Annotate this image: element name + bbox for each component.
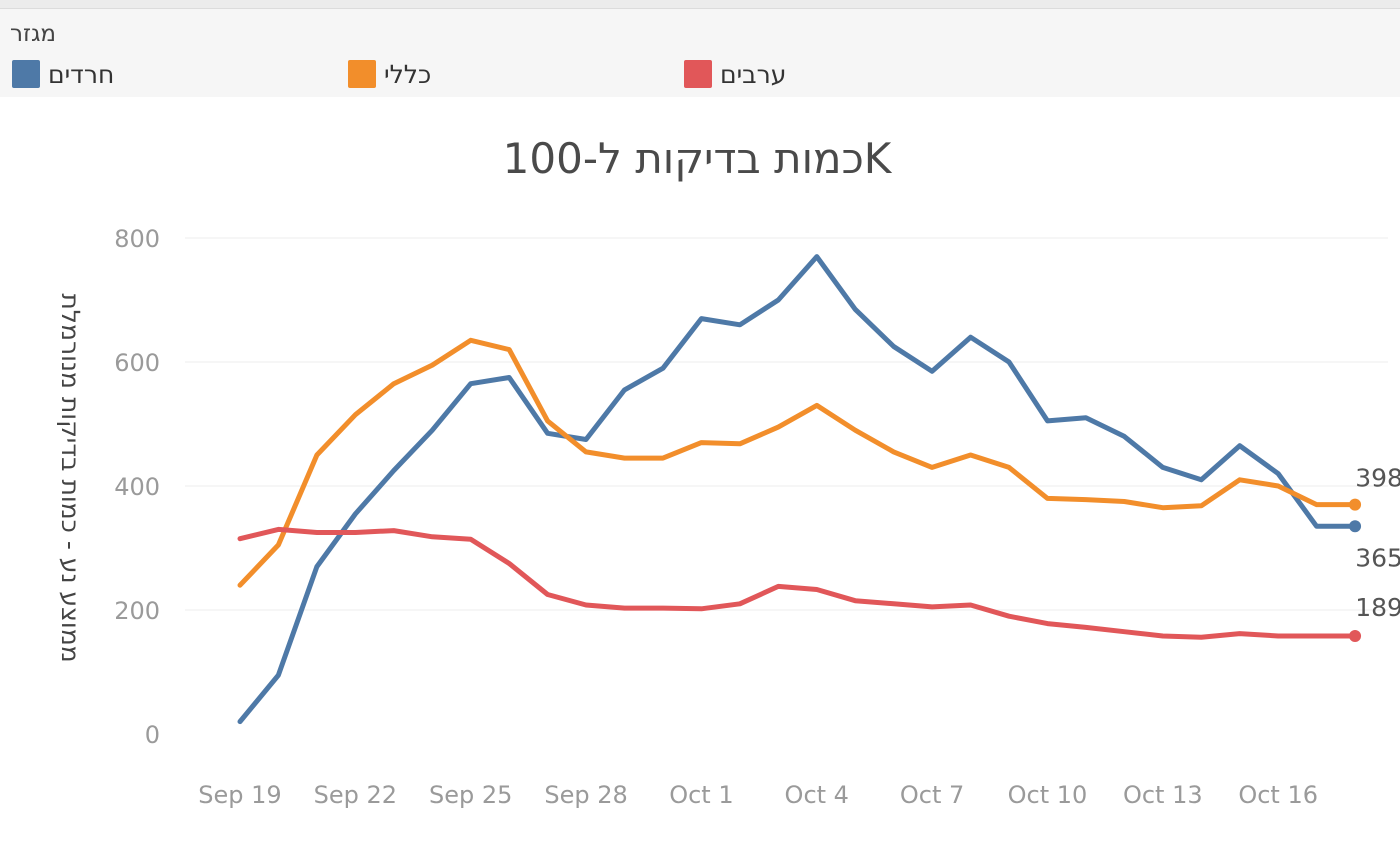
end-labels: 365 398 189 [1355, 464, 1400, 622]
x-tick-oct-4: Oct 4 [785, 781, 849, 809]
chart-title: כמות בדיקות ל-100K [503, 134, 893, 183]
y-tick-400: 400 [114, 473, 160, 501]
legend-swatch-arabs [684, 60, 712, 88]
series-line-arabs[interactable] [237, 526, 1358, 640]
end-point-general[interactable] [1349, 498, 1362, 511]
end-label-general: 398 [1355, 464, 1400, 493]
series-line-haredim[interactable] [237, 254, 1358, 725]
legend-label-haredim: חרדים [48, 59, 115, 89]
x-tick-sep-19: Sep 19 [198, 781, 281, 809]
x-tick-oct-16: Oct 16 [1238, 781, 1318, 809]
legend-swatch-general [348, 60, 376, 88]
x-axis-ticks: Sep 19 Sep 22 Sep 25 Sep 28 Oct 1 Oct 4 Oct 7 O… [198, 781, 1318, 809]
series-lines [237, 254, 1362, 725]
x-tick-oct-1: Oct 1 [669, 781, 733, 809]
top-strip [0, 0, 1400, 9]
y-tick-600: 600 [114, 349, 160, 377]
legend-title: מגזר [10, 21, 57, 47]
y-tick-0: 0 [145, 721, 160, 749]
y-axis-ticks: 0 200 400 600 800 [114, 225, 160, 749]
x-tick-sep-22: Sep 22 [314, 781, 397, 809]
gridlines [185, 237, 1388, 611]
end-point-haredim[interactable] [1349, 520, 1362, 533]
legend-item-arabs[interactable]: ערבים [684, 57, 786, 91]
x-tick-oct-10: Oct 10 [1008, 781, 1088, 809]
x-tick-oct-13: Oct 13 [1123, 781, 1203, 809]
legend-item-haredim[interactable]: חרדים [12, 57, 114, 91]
y-tick-200: 200 [114, 597, 160, 625]
x-tick-oct-7: Oct 7 [900, 781, 964, 809]
legend-panel: מגזר חרדים כללי ערבים [0, 9, 1400, 97]
y-axis-label: ממוצע נע - כמות בדיקות מנורמלת [56, 293, 85, 662]
x-tick-sep-28: Sep 28 [544, 781, 627, 809]
series-line-general[interactable] [237, 337, 1358, 588]
legend-label-general: כללי [384, 59, 432, 89]
legend-swatch-haredim [12, 60, 40, 88]
y-tick-800: 800 [114, 225, 160, 253]
x-tick-sep-25: Sep 25 [429, 781, 512, 809]
end-point-arabs[interactable] [1349, 630, 1362, 643]
end-label-haredim: 365 [1355, 543, 1400, 572]
legend-label-arabs: ערבים [720, 59, 787, 89]
legend-item-general[interactable]: כללי [348, 57, 431, 91]
end-label-arabs: 189 [1355, 593, 1400, 622]
